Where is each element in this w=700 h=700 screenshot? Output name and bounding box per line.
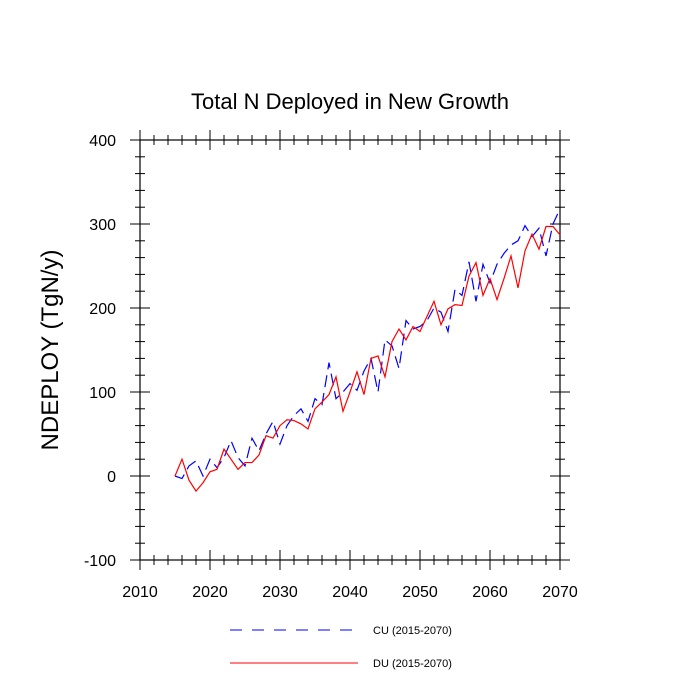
legend-label-cu: CU (2015-2070) [373, 625, 452, 637]
series-lines [174, 208, 561, 493]
series-line-du [174, 225, 561, 493]
y-tick-label: 400 [89, 133, 116, 150]
x-tick-label: 2020 [192, 584, 228, 601]
x-tick-label: 2010 [122, 584, 158, 601]
x-tick-label: 2030 [262, 584, 298, 601]
series-line-cu [174, 208, 561, 480]
x-tick-label: 2060 [472, 584, 508, 601]
y-tick-label: 0 [107, 469, 116, 486]
y-tick-label: 100 [89, 385, 116, 402]
chart-title: Total N Deployed in New Growth [191, 89, 509, 114]
tick-labels: 2010 2020 2030 2040 2050 2060 2070 -100 0 100 200 3… [84, 133, 578, 601]
x-tick-label: 2070 [542, 584, 578, 601]
y-axis-label: NDEPLOY (TgN/y) [37, 250, 64, 451]
y-tick-label: 300 [89, 217, 116, 234]
legend: CU (2015-2070) DU (2015-2070) [230, 625, 452, 670]
x-tick-label: 2050 [402, 584, 438, 601]
x-tick-label: 2040 [332, 584, 368, 601]
ticks [130, 130, 570, 570]
legend-label-du: DU (2015-2070) [373, 658, 452, 670]
plot-frame [139, 139, 561, 561]
y-tick-label: 200 [89, 301, 116, 318]
y-tick-label: -100 [84, 553, 116, 570]
